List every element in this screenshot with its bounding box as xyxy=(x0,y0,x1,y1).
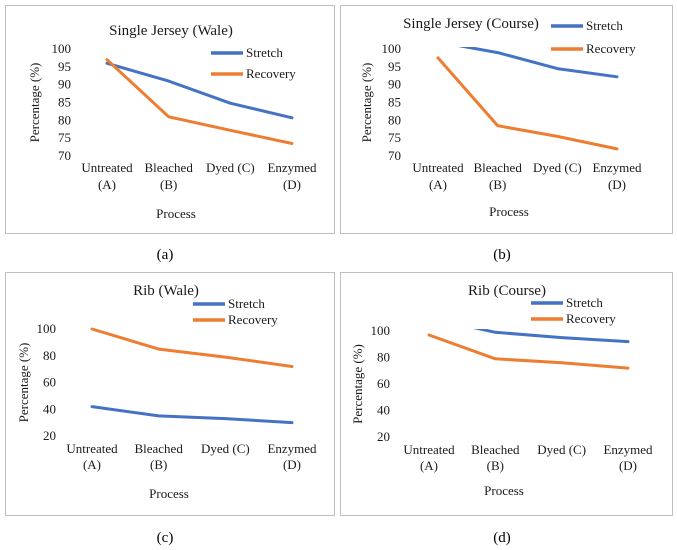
series-line-stretch xyxy=(105,61,294,120)
series-line-stretch xyxy=(473,329,630,344)
chart-title: Rib (Course) xyxy=(468,283,546,299)
x-axis-label: Process xyxy=(484,483,524,498)
caption-a: (a) xyxy=(156,247,174,263)
y-tick-label: 60 xyxy=(377,376,390,391)
x-tick-label: Untreated xyxy=(412,160,464,175)
y-tick-label: 20 xyxy=(43,428,56,443)
line-chart: Single Jersey (Wale) 70 75 80 85 90 95 100 Perce… xyxy=(27,23,317,221)
series-line-recovery xyxy=(105,58,294,145)
chart-panel-d: Rib (Course) 20 40 60 80 100 Percentage (%) Unt… xyxy=(340,272,673,516)
x-tick-label: Dyed (C) xyxy=(201,441,250,456)
line-chart: Rib (Course) 20 40 60 80 100 Percentage (%) Unt… xyxy=(350,283,653,498)
y-tick-label: 40 xyxy=(43,401,56,416)
x-tick-label: Enzymed xyxy=(603,442,653,457)
y-tick-label: 85 xyxy=(388,95,401,110)
x-tick-sublabel: (B) xyxy=(160,177,177,192)
x-tick-label: Enzymed xyxy=(267,160,317,175)
y-tick-label: 90 xyxy=(388,77,401,92)
caption-b: (b) xyxy=(493,247,511,263)
y-tick-label: 60 xyxy=(43,375,56,390)
y-tick-label: 80 xyxy=(58,112,71,127)
x-tick-sublabel: (A) xyxy=(98,177,116,192)
y-tick-label: 80 xyxy=(43,348,56,363)
y-tick-label: 100 xyxy=(52,41,72,56)
x-tick-sublabel: (A) xyxy=(420,458,438,473)
series-line-stretch xyxy=(90,405,294,425)
y-tick-label: 20 xyxy=(377,429,390,444)
x-tick-label: Enzymed xyxy=(592,160,642,175)
x-tick-label: Enzymed xyxy=(267,441,317,456)
y-tick-label: 70 xyxy=(388,148,401,163)
x-tick-sublabel: (D) xyxy=(283,177,301,192)
x-tick-label: Bleached xyxy=(471,442,520,457)
y-tick-label: 100 xyxy=(37,321,57,336)
y-tick-label: 90 xyxy=(58,77,71,92)
x-tick-label: Bleached xyxy=(473,160,522,175)
x-axis-label: Process xyxy=(149,486,189,501)
x-tick-label: Untreated xyxy=(66,441,118,456)
y-axis-label: Percentage (%) xyxy=(27,63,42,143)
series-line-recovery xyxy=(436,56,619,151)
caption-c: (c) xyxy=(156,530,174,546)
x-tick-sublabel: (B) xyxy=(150,457,167,472)
legend-label-stretch: Stretch xyxy=(228,296,265,311)
legend-label-recovery: Recovery xyxy=(246,66,296,81)
y-tick-label: 95 xyxy=(388,59,401,74)
x-tick-label: Dyed (C) xyxy=(537,442,586,457)
x-tick-label: Untreated xyxy=(403,442,455,457)
x-tick-sublabel: (A) xyxy=(83,457,101,472)
y-tick-label: 100 xyxy=(382,41,402,56)
chart-title: Single Jersey (Course) xyxy=(403,16,539,32)
series-line-recovery xyxy=(427,333,630,370)
caption-d: (d) xyxy=(493,530,511,546)
y-tick-label: 100 xyxy=(371,323,391,338)
x-tick-label: Untreated xyxy=(81,160,133,175)
x-axis-label: Process xyxy=(489,204,529,219)
y-tick-label: 70 xyxy=(58,148,71,163)
x-tick-label: Dyed (C) xyxy=(533,160,582,175)
x-tick-sublabel: (B) xyxy=(489,177,506,192)
x-tick-sublabel: (B) xyxy=(487,458,504,473)
chart-panel-c: Rib (Wale) 20 40 60 80 100 Percentage (%) Untre… xyxy=(5,272,335,516)
chart-panel-b: Single Jersey (Course) 70 75 80 85 90 95 100 Per… xyxy=(340,5,673,234)
x-axis-label: Process xyxy=(156,206,196,221)
x-tick-label: Bleached xyxy=(144,160,193,175)
legend-label-recovery: Recovery xyxy=(566,311,616,326)
line-chart: Rib (Wale) 20 40 60 80 100 Percentage (%) Untre… xyxy=(16,283,317,501)
y-tick-label: 80 xyxy=(377,350,390,365)
legend-label-stretch: Stretch xyxy=(566,295,603,310)
chart-panel-a: Single Jersey (Wale) 70 75 80 85 90 95 100 Perce… xyxy=(5,5,335,234)
series-line-recovery xyxy=(90,327,294,368)
series-line-stretch xyxy=(457,47,619,79)
x-tick-sublabel: (D) xyxy=(619,458,637,473)
line-chart: Single Jersey (Course) 70 75 80 85 90 95 100 Per… xyxy=(359,16,642,219)
y-axis-label: Percentage (%) xyxy=(350,344,365,424)
chart-title: Rib (Wale) xyxy=(133,283,199,299)
x-tick-sublabel: (A) xyxy=(429,177,447,192)
y-tick-label: 80 xyxy=(388,112,401,127)
y-tick-label: 75 xyxy=(388,130,401,145)
legend-label-stretch: Stretch xyxy=(246,45,283,60)
chart-title: Single Jersey (Wale) xyxy=(109,23,233,39)
legend-label-recovery: Recovery xyxy=(228,312,278,327)
x-tick-label: Bleached xyxy=(134,441,183,456)
x-tick-label: Dyed (C) xyxy=(206,160,255,175)
y-tick-label: 40 xyxy=(377,403,390,418)
y-axis-label: Percentage (%) xyxy=(359,63,374,143)
y-tick-label: 75 xyxy=(58,130,71,145)
y-axis-label: Percentage (%) xyxy=(16,343,31,423)
x-tick-sublabel: (D) xyxy=(608,177,626,192)
y-tick-label: 95 xyxy=(58,59,71,74)
legend-label-stretch: Stretch xyxy=(586,18,623,33)
y-tick-label: 85 xyxy=(58,95,71,110)
legend-label-recovery: Recovery xyxy=(586,41,636,56)
x-tick-sublabel: (D) xyxy=(283,457,301,472)
